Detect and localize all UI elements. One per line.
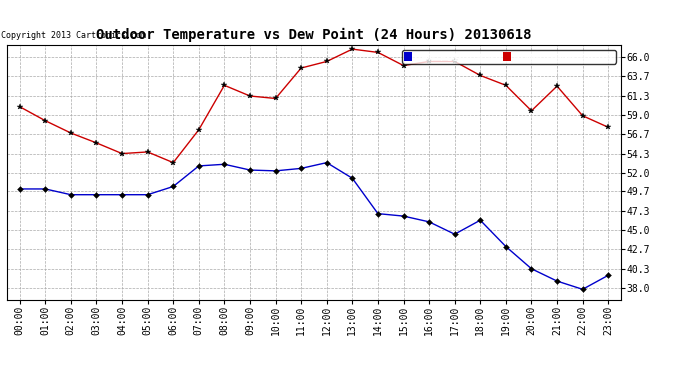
Text: Copyright 2013 Cartronics.com: Copyright 2013 Cartronics.com	[1, 31, 146, 40]
Title: Outdoor Temperature vs Dew Point (24 Hours) 20130618: Outdoor Temperature vs Dew Point (24 Hou…	[96, 28, 532, 42]
Legend: Dew Point (°F), Temperature (°F): Dew Point (°F), Temperature (°F)	[402, 50, 615, 63]
